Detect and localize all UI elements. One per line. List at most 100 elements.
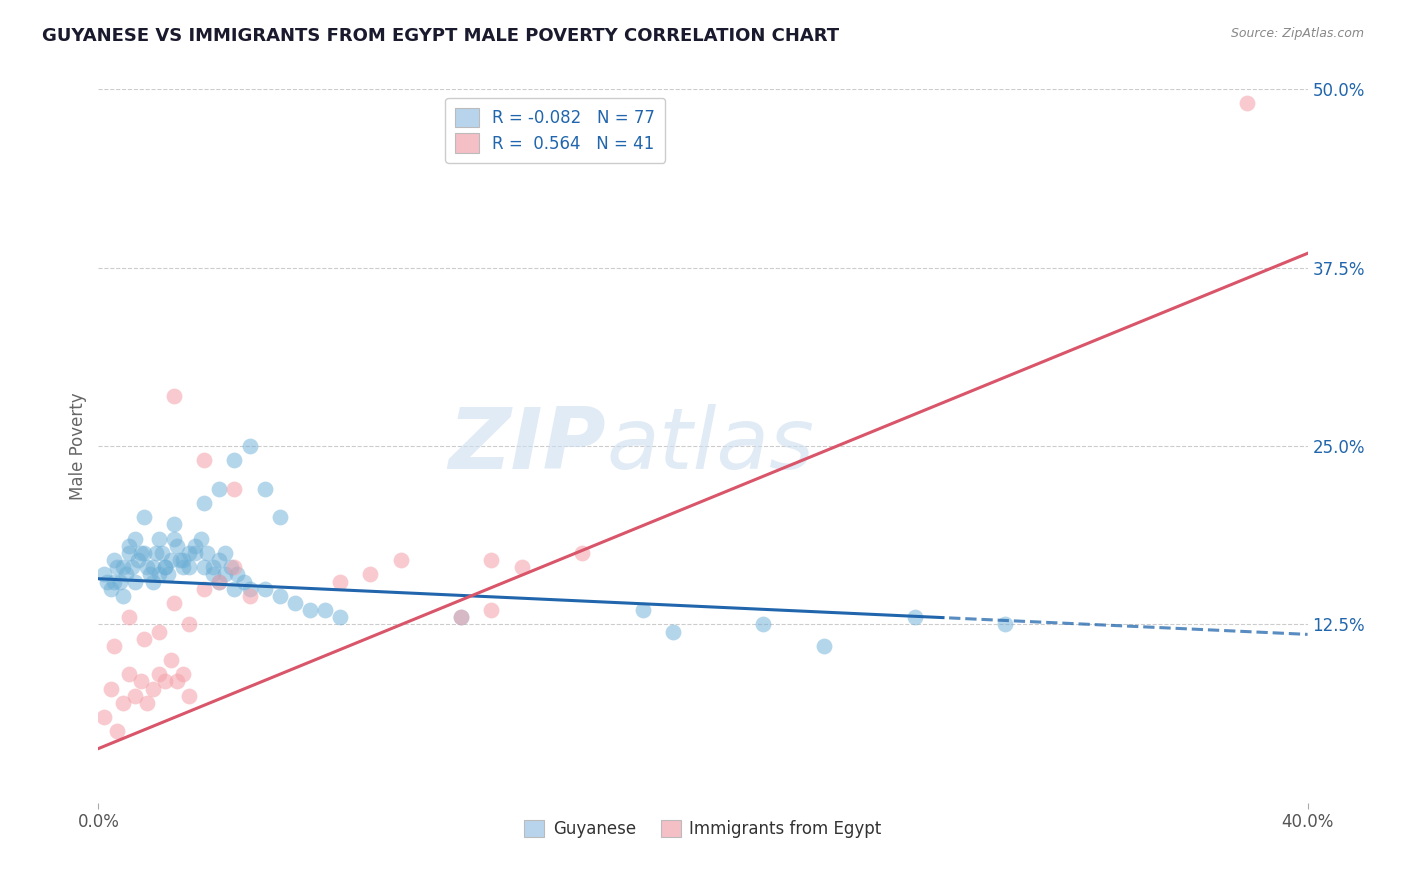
Point bbox=[96, 574, 118, 589]
Point bbox=[269, 589, 291, 603]
Point bbox=[221, 560, 243, 574]
Text: atlas: atlas bbox=[606, 404, 814, 488]
Point bbox=[179, 617, 201, 632]
Point bbox=[239, 439, 262, 453]
Point bbox=[148, 624, 170, 639]
Point bbox=[111, 589, 134, 603]
Point bbox=[193, 560, 215, 574]
Point bbox=[118, 667, 141, 681]
Point bbox=[153, 560, 176, 574]
Point bbox=[253, 482, 276, 496]
Point bbox=[239, 589, 262, 603]
Text: ZIP: ZIP bbox=[449, 404, 606, 488]
Point bbox=[904, 610, 927, 624]
Point bbox=[329, 574, 352, 589]
Point bbox=[135, 560, 157, 574]
Point bbox=[129, 546, 152, 560]
Point bbox=[813, 639, 835, 653]
Point bbox=[100, 681, 122, 696]
Point bbox=[124, 689, 146, 703]
Point bbox=[163, 389, 186, 403]
Point bbox=[111, 696, 134, 710]
Point bbox=[105, 560, 128, 574]
Point bbox=[156, 567, 179, 582]
Point bbox=[172, 553, 194, 567]
Point bbox=[195, 546, 218, 560]
Point bbox=[208, 574, 231, 589]
Point bbox=[253, 582, 276, 596]
Point bbox=[142, 574, 165, 589]
Point bbox=[232, 574, 254, 589]
Point bbox=[208, 574, 231, 589]
Point bbox=[160, 653, 183, 667]
Point bbox=[118, 546, 141, 560]
Point bbox=[103, 574, 125, 589]
Point bbox=[193, 496, 215, 510]
Point bbox=[269, 510, 291, 524]
Point bbox=[114, 567, 136, 582]
Point bbox=[93, 710, 115, 724]
Point bbox=[184, 546, 207, 560]
Point bbox=[450, 610, 472, 624]
Point bbox=[389, 553, 412, 567]
Point bbox=[208, 482, 231, 496]
Point bbox=[314, 603, 336, 617]
Text: Source: ZipAtlas.com: Source: ZipAtlas.com bbox=[1230, 27, 1364, 40]
Point bbox=[139, 567, 162, 582]
Point bbox=[481, 553, 503, 567]
Point bbox=[631, 603, 654, 617]
Point bbox=[163, 596, 186, 610]
Point bbox=[224, 453, 246, 467]
Point bbox=[150, 546, 173, 560]
Point bbox=[179, 560, 201, 574]
Point bbox=[193, 582, 215, 596]
Point bbox=[118, 610, 141, 624]
Point bbox=[103, 639, 125, 653]
Point bbox=[160, 553, 183, 567]
Point bbox=[752, 617, 775, 632]
Point bbox=[132, 510, 155, 524]
Point bbox=[360, 567, 382, 582]
Point bbox=[163, 532, 186, 546]
Point bbox=[450, 610, 472, 624]
Point bbox=[481, 603, 503, 617]
Point bbox=[299, 603, 322, 617]
Point bbox=[184, 539, 207, 553]
Point bbox=[510, 560, 533, 574]
Point bbox=[103, 553, 125, 567]
Point bbox=[142, 681, 165, 696]
Point bbox=[329, 610, 352, 624]
Point bbox=[172, 667, 194, 681]
Point bbox=[172, 560, 194, 574]
Point bbox=[169, 553, 191, 567]
Point bbox=[661, 624, 683, 639]
Point bbox=[224, 560, 246, 574]
Text: GUYANESE VS IMMIGRANTS FROM EGYPT MALE POVERTY CORRELATION CHART: GUYANESE VS IMMIGRANTS FROM EGYPT MALE P… bbox=[42, 27, 839, 45]
Point bbox=[190, 532, 212, 546]
Point bbox=[179, 689, 201, 703]
Point bbox=[142, 560, 165, 574]
Point bbox=[166, 539, 188, 553]
Point bbox=[148, 667, 170, 681]
Point bbox=[153, 674, 176, 689]
Point bbox=[163, 517, 186, 532]
Point bbox=[148, 532, 170, 546]
Point bbox=[214, 546, 236, 560]
Point bbox=[208, 553, 231, 567]
Point bbox=[1236, 96, 1258, 111]
Point bbox=[571, 546, 593, 560]
Point bbox=[179, 546, 201, 560]
Point bbox=[153, 560, 176, 574]
Point bbox=[202, 560, 225, 574]
Point bbox=[224, 482, 246, 496]
Point bbox=[100, 582, 122, 596]
Point bbox=[93, 567, 115, 582]
Point bbox=[214, 567, 236, 582]
Point bbox=[239, 582, 262, 596]
Point bbox=[145, 546, 167, 560]
Y-axis label: Male Poverty: Male Poverty bbox=[69, 392, 87, 500]
Point bbox=[124, 532, 146, 546]
Point bbox=[226, 567, 249, 582]
Legend: Guyanese, Immigrants from Egypt: Guyanese, Immigrants from Egypt bbox=[517, 813, 889, 845]
Point bbox=[111, 560, 134, 574]
